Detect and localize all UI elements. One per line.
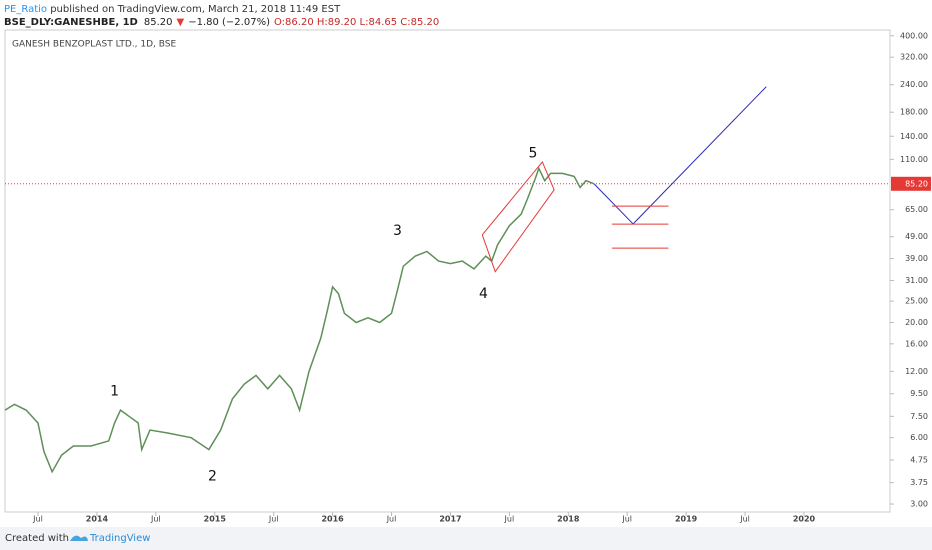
x-tick-label: Jul [268,515,279,524]
x-tick-label: 2019 [675,515,698,524]
wave-label: 3 [393,223,402,239]
wave-label: 5 [528,145,537,161]
y-tick-label: 320.00 [900,53,928,62]
x-tick-label: Jul [739,515,750,524]
y-tick-label: 31.00 [905,276,928,285]
footer-created: Created with [5,533,69,544]
y-tick-label: 240.00 [900,80,928,89]
x-tick-label: 2015 [204,515,227,524]
y-tick-label: 3.75 [910,478,928,487]
y-tick-label: 3.00 [910,500,928,509]
y-tick-label: 6.00 [910,433,928,442]
logo [70,535,88,541]
x-tick-label: Jul [32,515,43,524]
last-price-badge [891,176,931,191]
y-tick-label: 400.00 [900,31,928,40]
x-tick-label: Jul [150,515,161,524]
y-tick-label: 39.00 [905,254,928,263]
x-tick-label: 2017 [439,515,461,524]
x-tick-label: 2018 [557,515,580,524]
author[interactable]: PE_Ratio [4,4,47,15]
y-tick-label: 110.00 [900,155,928,164]
price: 85.20 [144,17,173,28]
x-tick-label: 2014 [86,515,109,524]
y-tick-label: 65.00 [905,205,928,214]
footer [0,527,932,550]
symbol: BSE_DLY:GANESHBE, 1D [4,17,138,28]
ohlc: O:86.20 H:89.20 L:84.65 C:85.20 [274,17,439,28]
chart-title: GANESH BENZOPLAST LTD., 1D, BSE [12,40,177,50]
x-tick-label: Jul [504,515,515,524]
x-tick-label: Jul [621,515,632,524]
footer-brand[interactable]: TradingView [89,533,150,544]
wave-label: 1 [110,383,119,399]
y-tick-label: 7.50 [910,412,928,421]
y-tick-label: 4.75 [910,456,928,465]
change: −1.80 (−2.07%) [188,17,270,28]
published: published on TradingView.com, March 21, … [47,4,341,15]
header-line: PE_Ratio published on TradingView.com, M… [4,4,341,15]
y-tick-label: 12.00 [905,367,928,376]
y-tick-label: 9.50 [910,389,928,398]
symbol-line: BSE_DLY:GANESHBE, 1D 85.20 ▼ −1.80 (−2.07%)… [4,17,439,28]
wave-label: 4 [479,286,488,302]
x-tick-label: Jul [386,515,397,524]
y-tick-label: 20.00 [905,318,928,327]
y-tick-label: 16.00 [905,339,928,348]
arrow: ▼ [177,17,185,28]
last-price-label: 85.20 [905,179,928,188]
y-tick-label: 25.00 [905,297,928,306]
y-tick-label: 140.00 [900,132,928,141]
drawing [481,161,555,273]
drawing [593,86,767,225]
x-tick-label: 2020 [793,515,816,524]
y-tick-label: 49.00 [905,232,928,241]
y-tick-label: 180.00 [900,108,928,117]
plot-frame [4,29,891,513]
wave-label: 2 [208,468,217,484]
price-line [4,166,595,474]
x-tick-label: 2016 [321,515,344,524]
